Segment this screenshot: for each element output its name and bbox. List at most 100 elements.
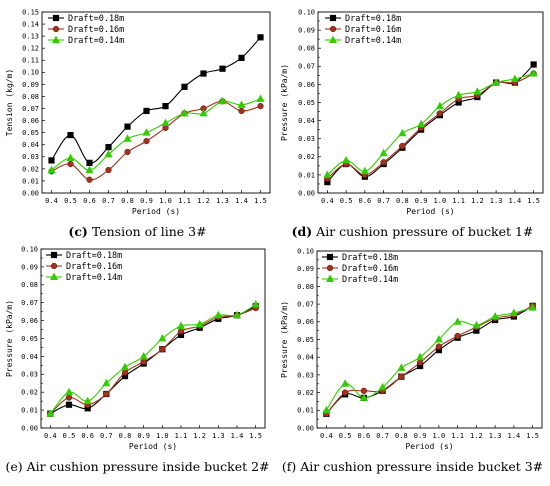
caption-d-text: Air cushion pressure of bucket 1# [316, 224, 534, 239]
x-tick-label-c: 1.0 [159, 197, 172, 205]
y-tick-label-e: 0.08 [21, 281, 38, 289]
data-point-d-2 [510, 74, 519, 82]
y-tick-label-d: 0.08 [298, 45, 315, 53]
x-tick-label-c: 0.8 [121, 197, 134, 205]
x-tick-label-e: 0.7 [100, 432, 113, 440]
legend-marker-d-2 [328, 35, 338, 43]
series-line-d-1 [327, 73, 534, 179]
x-tick-label-e: 1.5 [249, 432, 262, 440]
y-tick-label-c: 0.10 [22, 69, 39, 77]
data-point-e-2 [195, 319, 204, 328]
data-point-f-2 [341, 379, 350, 387]
caption-e: (e) Air cushion pressure inside bucket 2… [0, 459, 275, 474]
x-tick-label-f: 0.5 [339, 432, 352, 440]
data-point-e-2 [64, 387, 74, 396]
legend-marker-c-2 [51, 35, 61, 43]
data-point-f-2 [378, 382, 387, 391]
data-point-f-2 [528, 303, 537, 311]
series-line-f-1 [325, 305, 533, 415]
data-point-f-1 [454, 332, 461, 340]
x-tick-label-e: 0.6 [81, 432, 94, 440]
data-point-c-2 [256, 94, 265, 102]
y-tick-label-f: 0.04 [297, 354, 314, 362]
chart-panel-c: 0.00 0.01 0.02 0.03 0.04 0.05 0.06 0.07 0.08 0.09… [0, 0, 275, 243]
x-tick-label-d: 1.2 [471, 197, 484, 205]
legend-marker-d-0 [329, 14, 337, 22]
x-tick-label-c: 1.5 [254, 197, 267, 205]
data-point-d-1 [399, 142, 406, 150]
data-point-e-2 [214, 310, 223, 319]
data-point-d-2 [398, 128, 407, 137]
data-point-c-1 [257, 102, 264, 110]
caption-c-letter: (c) [68, 224, 88, 239]
y-tick-label-d: 0.00 [298, 189, 315, 197]
y-tick-label-f: 0.10 [297, 247, 314, 255]
data-point-d-1 [380, 159, 387, 166]
y-tick-label-f: 0.06 [297, 318, 314, 326]
y-tick-label-c: 0.00 [22, 189, 39, 197]
data-point-c-1 [105, 166, 112, 174]
data-point-f-1 [360, 387, 368, 394]
x-tick-label-d: 1.0 [434, 197, 447, 205]
x-tick-label-c: 1.3 [216, 197, 229, 205]
data-point-c-2 [180, 108, 189, 117]
y-tick-label-c: 0.03 [22, 153, 39, 161]
y-tick-label-d: 0.10 [298, 8, 315, 16]
data-point-d-2 [492, 78, 501, 86]
y-tick-label-c: 0.11 [22, 57, 39, 65]
data-point-f-1 [435, 343, 443, 350]
data-point-f-2 [359, 393, 368, 401]
legend-marker-f-1 [326, 264, 334, 272]
x-tick-label-d: 0.8 [396, 197, 409, 205]
series-line-e-1 [49, 307, 256, 415]
x-tick-label-c: 0.7 [102, 197, 115, 205]
x-tick-label-f: 1.2 [470, 432, 483, 440]
data-point-d-2 [473, 87, 482, 95]
y-tick-label-f: 0.02 [297, 389, 314, 397]
data-point-f-2 [453, 317, 462, 325]
data-point-e-2 [251, 300, 260, 308]
data-point-f-2 [491, 312, 500, 320]
data-point-d-2 [417, 119, 426, 128]
y-tick-label-e: 0.05 [21, 335, 38, 343]
x-tick-label-d: 1.3 [490, 197, 503, 205]
data-point-c-2 [66, 153, 75, 162]
y-tick-label-e: 0.10 [21, 245, 38, 253]
data-point-c-0 [200, 70, 207, 77]
caption-f-letter: (f) [281, 459, 297, 474]
data-point-c-0 [67, 131, 74, 139]
legend-label-d-0: Draft=0.18m [345, 14, 401, 24]
data-point-c-0 [48, 157, 55, 164]
caption-e-text: Air cushion pressure inside bucket 2# [26, 459, 270, 474]
series-line-d-2 [327, 73, 534, 176]
x-tick-label-d: 0.6 [359, 197, 372, 205]
chart-svg-c: 0.00 0.01 0.02 0.03 0.04 0.05 0.06 0.07 0.08 0.09… [5, 8, 271, 216]
data-point-c-1 [86, 176, 93, 183]
data-point-f-2 [509, 308, 518, 316]
data-point-e-2 [158, 334, 167, 342]
legend-marker-c-0 [52, 14, 60, 22]
data-point-d-0 [530, 61, 537, 68]
x-tick-label-e: 1.4 [231, 432, 244, 440]
x-tick-label-f: 0.4 [320, 432, 333, 440]
plot-frame-c [41, 11, 271, 194]
data-point-c-0 [181, 83, 188, 90]
y-tick-label-c: 0.02 [22, 165, 39, 173]
y-tick-label-c: 0.08 [22, 93, 39, 101]
x-tick-label-f: 1.1 [451, 432, 464, 440]
legend-label-d-2: Draft=0.14m [345, 36, 401, 46]
data-point-e-1 [159, 346, 166, 353]
data-point-e-1 [103, 390, 110, 398]
legend-label-c-2: Draft=0.14m [68, 36, 124, 46]
y-tick-label-d: 0.05 [298, 99, 315, 107]
caption-f-text: Air cushion pressure inside bucket 3# [300, 459, 544, 474]
x-tick-label-d: 0.4 [321, 197, 334, 205]
series-line-f-2 [325, 307, 533, 411]
data-point-c-2 [85, 165, 94, 174]
x-tick-label-c: 1.1 [178, 197, 191, 205]
y-tick-label-d: 0.02 [298, 153, 315, 161]
data-point-e-1 [65, 394, 73, 401]
legend-marker-f-0 [326, 253, 334, 261]
x-tick-label-c: 0.6 [83, 197, 96, 205]
data-point-c-1 [67, 160, 74, 168]
